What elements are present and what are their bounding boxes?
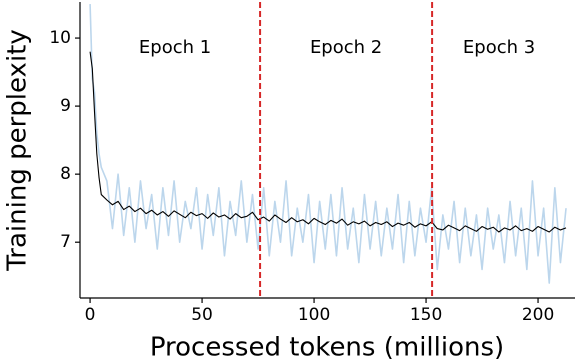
x-axis-label: Processed tokens (millions) — [150, 333, 504, 362]
epoch-label: Epoch 1 — [139, 37, 211, 58]
x-tick-label: 100 — [298, 305, 330, 325]
y-tick-label: 7 — [60, 232, 71, 252]
x-tick-label: 50 — [191, 305, 213, 325]
epoch-label: Epoch 3 — [463, 37, 535, 58]
x-tick-label: 0 — [85, 305, 96, 325]
epoch-label: Epoch 2 — [310, 37, 382, 58]
line-series — [89, 4, 567, 284]
line-series — [89, 51, 567, 233]
x-tick-label: 150 — [410, 305, 442, 325]
y-tick-label: 9 — [60, 96, 71, 116]
y-tick-label: 10 — [49, 28, 71, 48]
y-axis-label: Training perplexity — [3, 29, 33, 272]
x-tick-label: 200 — [522, 305, 554, 325]
y-tick-label: 8 — [60, 164, 71, 184]
